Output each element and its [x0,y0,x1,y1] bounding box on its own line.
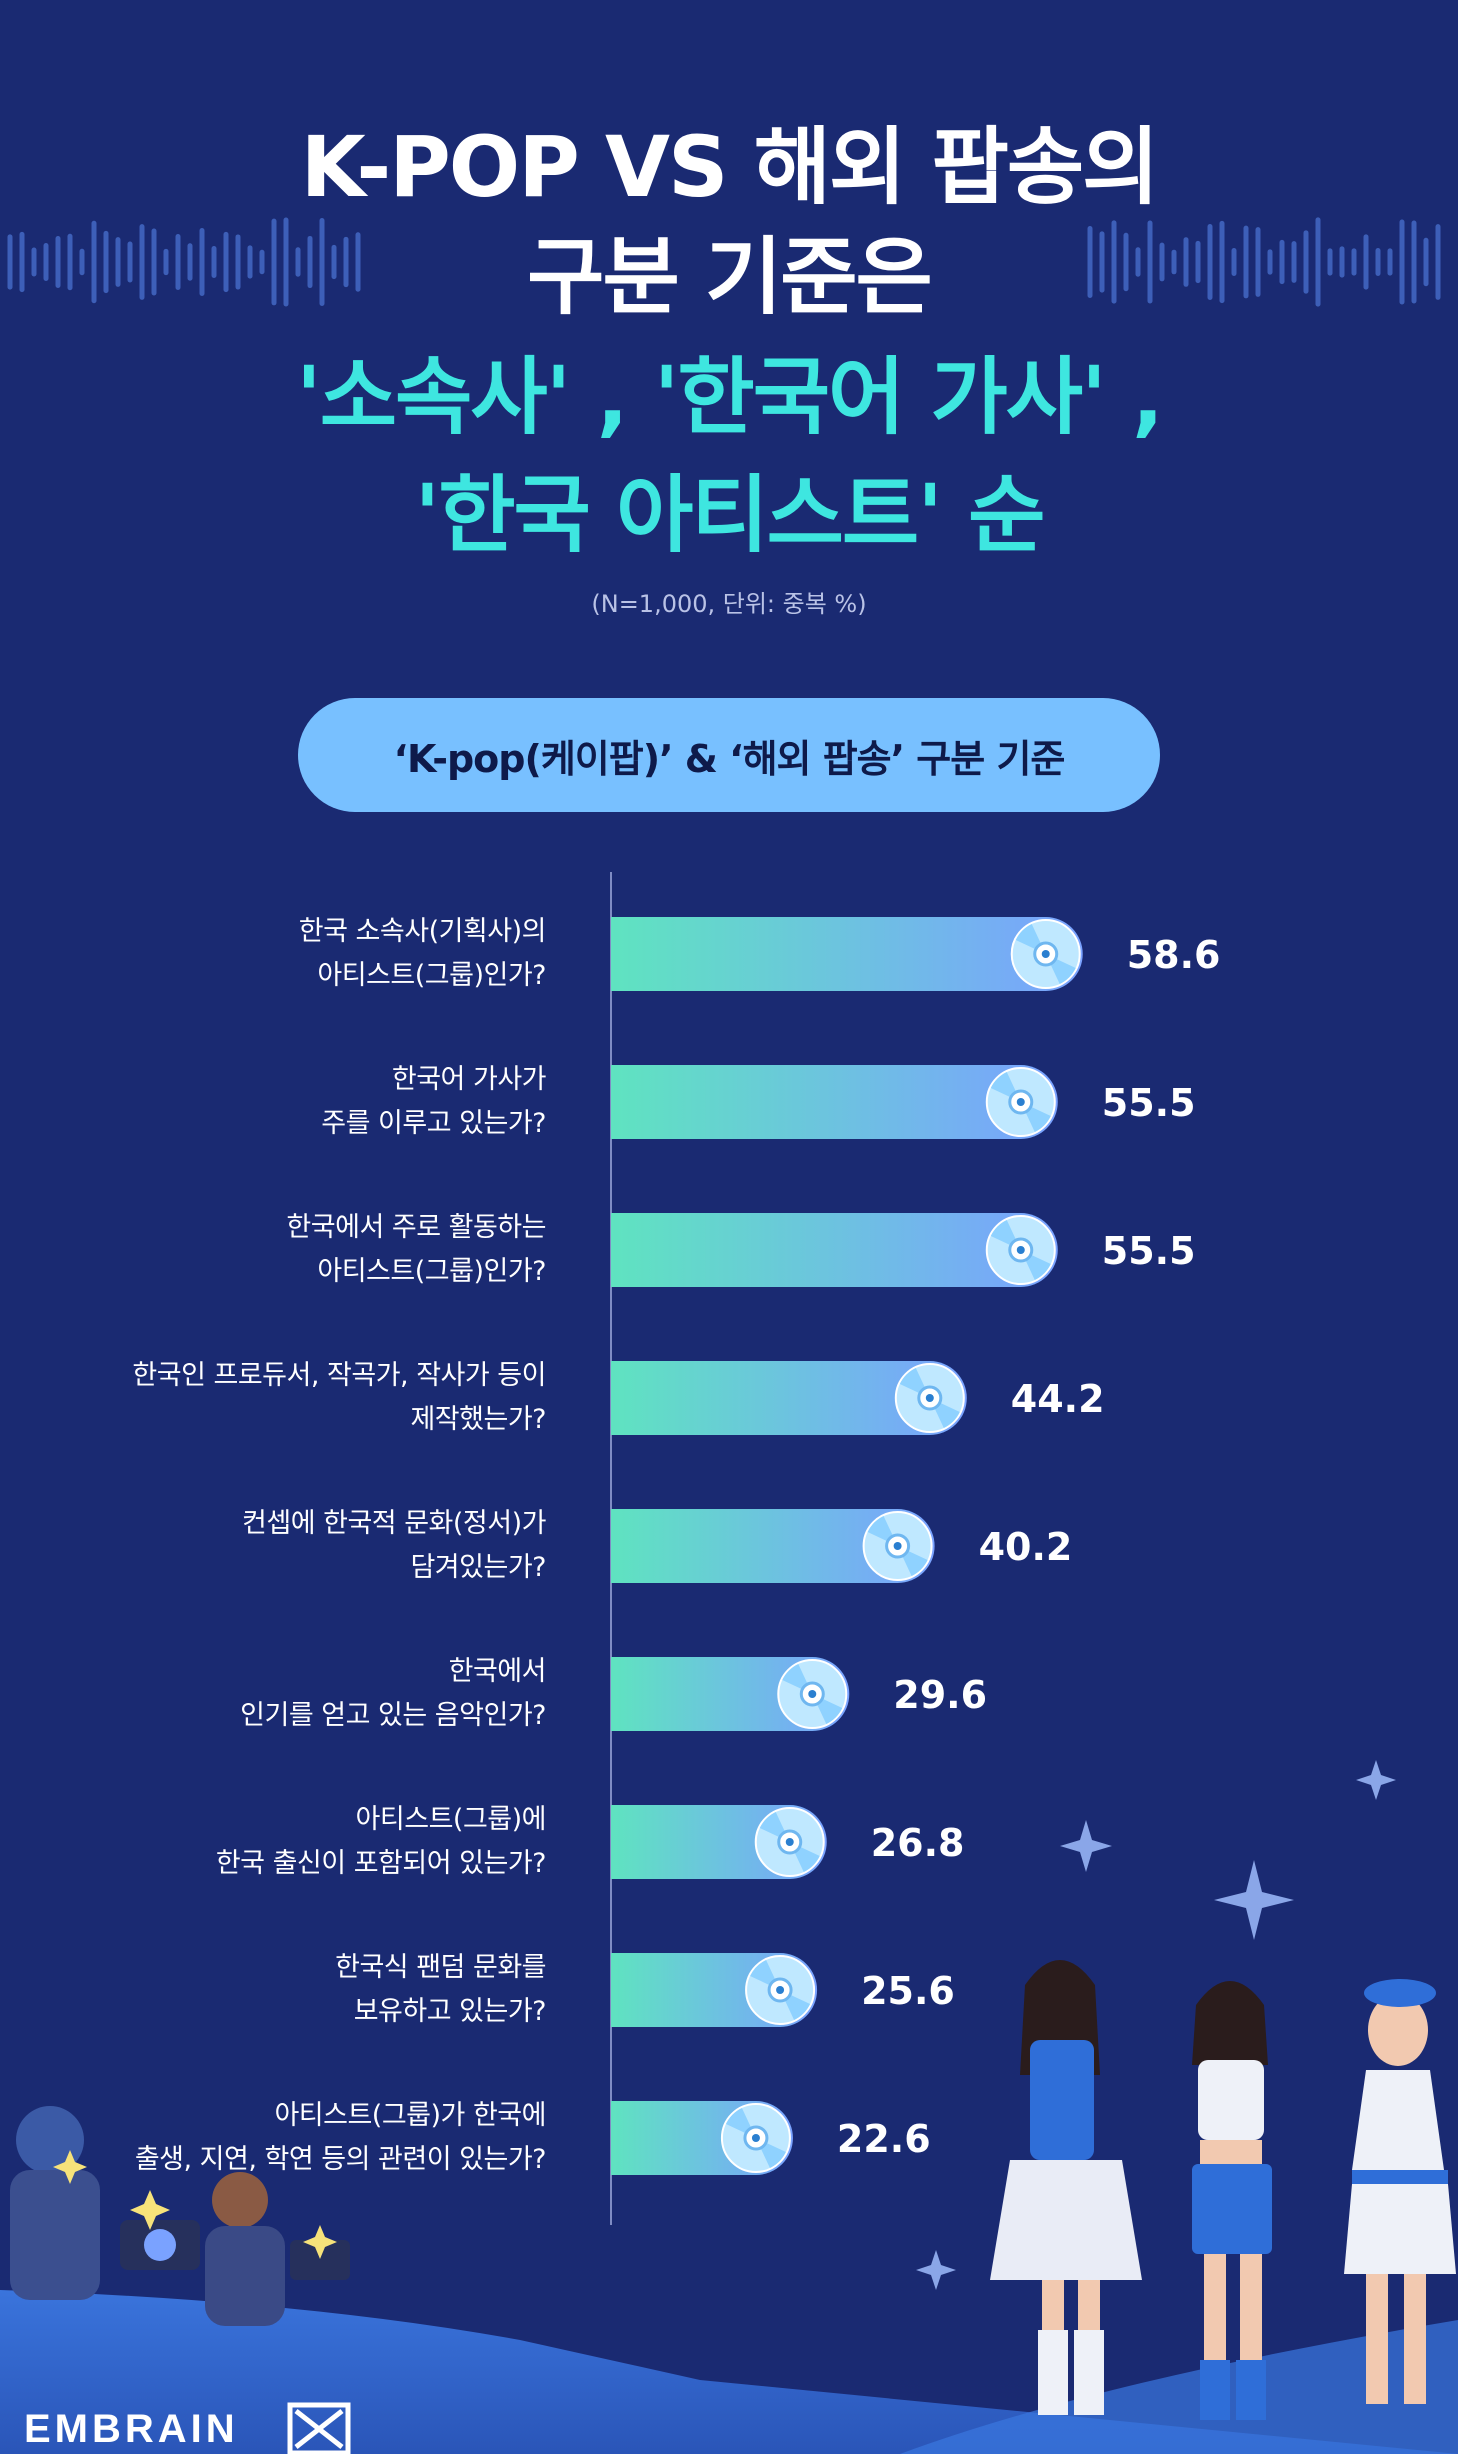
title-line-3: '소속사' , '한국어 가사' , [296,348,1164,446]
title-line-4: '한국 아티스트' 순 [414,466,1046,564]
category-label-line: 한국어 가사가 [391,1064,547,1095]
brand-wordmark: EMBRAIN [24,2407,239,2451]
cd-disc-icon [777,1659,848,1729]
photographers-illustration [10,2106,350,2326]
cd-disc-icon [1010,919,1081,989]
value-label-1: 58.6 [1127,933,1221,977]
category-label-line: 한국인 프로듀서, 작곡가, 작사가 등이 [132,1360,546,1391]
performer-2 [1192,1981,1272,2420]
ground-shape [0,2290,1458,2454]
soundwave-left [7,217,361,307]
value-label-7: 26.8 [871,1821,965,1865]
value-label-9: 22.6 [837,2117,931,2161]
title-line-2: 구분 기준은 [527,228,933,326]
cd-disc-icon [862,1511,933,1581]
cd-disc-icon [985,1067,1056,1137]
category-label-line: 한국에서 [448,1656,547,1687]
title-line-1: K-POP VS 해외 팝송의 [300,118,1160,216]
category-label-line: 한국에서 주로 활동하는 [286,1212,546,1243]
bar-3 [611,1213,1058,1287]
category-label-line: 아티스트(그룹)에 [355,1804,547,1835]
cd-disc-icon [894,1363,965,1433]
category-label-line: 주를 이루고 있는가? [321,1108,546,1139]
ground-shape-right [900,2320,1458,2454]
sample-note: (N=1,000, 단위: 중복 %) [591,590,867,618]
value-label-6: 29.6 [893,1673,987,1717]
cd-disc-icon [754,1807,825,1877]
value-label-3: 55.5 [1102,1229,1196,1273]
category-label-line: 아티스트(그룹)인가? [317,960,546,991]
bar-2 [611,1065,1058,1139]
performer-1 [990,1960,1142,2415]
cd-disc-icon [985,1215,1056,1285]
soundwave-right [1087,217,1441,307]
value-label-5: 40.2 [979,1525,1073,1569]
bar-1 [611,917,1083,991]
category-label-line: 아티스트(그룹)가 한국에 [274,2100,546,2131]
chart-title: ‘K-pop(케이팝)’ & ‘해외 팝송’ 구분 기준 [393,736,1066,781]
category-label-line: 보유하고 있는가? [353,1996,547,2027]
category-label-line: 아티스트(그룹)인가? [317,1256,546,1287]
value-label-8: 25.6 [861,1969,955,2013]
category-label-line: 한국 소속사(기획사)의 [298,916,547,947]
bar-4 [611,1361,967,1435]
performer-3 [1344,1979,1456,2404]
category-label-line: 한국 출신이 포함되어 있는가? [215,1848,547,1879]
bar-group: 58.6 55.5 55.5 44.2 40.2 29.6 26.8 25.6 22.6 [611,917,1220,2175]
cd-disc-icon [720,2103,791,2173]
category-label-line: 담겨있는가? [410,1552,546,1583]
category-label-line: 컨셉에 한국적 문화(정서)가 [242,1508,546,1539]
category-label-line: 한국식 팬덤 문화를 [335,1952,546,1983]
category-label-line: 출생, 지연, 학연 등의 관련이 있는가? [134,2144,547,2175]
cd-disc-icon [745,1955,816,2025]
value-label-4: 44.2 [1011,1377,1105,1421]
bar-5 [611,1509,935,1583]
value-label-2: 55.5 [1102,1081,1196,1125]
embrain-logo-icon [287,2402,351,2454]
category-label-line: 인기를 얻고 있는 음악인가? [240,1700,546,1731]
chart-title-pill: ‘K-pop(케이팝)’ & ‘해외 팝송’ 구분 기준 [298,698,1160,812]
category-label-line: 제작했는가? [410,1404,546,1435]
sparkle-icon [916,1760,1396,2290]
performers-illustration [990,1960,1456,2420]
